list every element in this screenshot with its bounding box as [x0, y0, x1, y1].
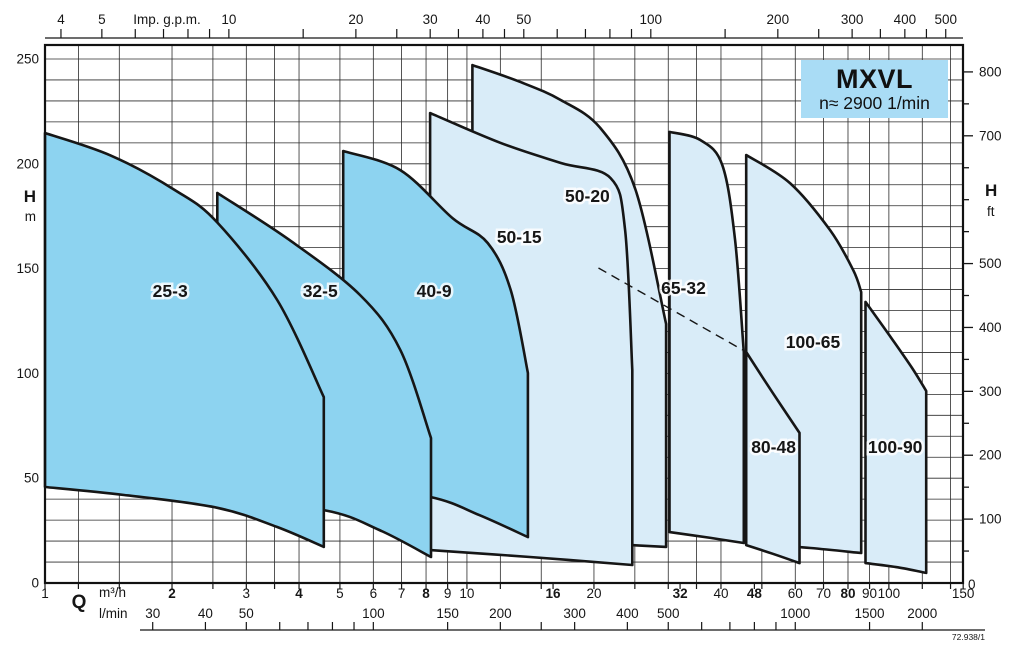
lmin-axis-tick-label: 2000 — [907, 606, 937, 621]
region-label-100-90: 100-90 — [868, 437, 923, 457]
right-axis — [963, 71, 973, 552]
top-axis-unit-label: Imp. g.p.m. — [133, 12, 201, 27]
region-label-40-9: 40-9 — [417, 281, 452, 301]
top-axis-tick-label: 400 — [894, 12, 917, 27]
region-label-80-48: 80-48 — [751, 437, 796, 457]
left-axis-h-label: H — [24, 187, 36, 206]
left-axis-tick-label: 200 — [16, 156, 39, 171]
lmin-axis-tick-label: 500 — [657, 606, 680, 621]
plot-frame — [43, 43, 965, 585]
region-25-3 — [43, 131, 326, 549]
top-axis-labels: 4 5 10 20 30 40 50 100 200 300 400 500 Imp. g.p.m. — [57, 12, 957, 27]
bottom-axis-tick-label: 100 — [878, 586, 901, 601]
top-axis-tick-label: 100 — [640, 12, 663, 27]
top-axis-tick-label: 50 — [516, 12, 531, 27]
drawing-code: 72.938/1 — [952, 632, 985, 642]
region-100-90 — [864, 300, 928, 575]
top-axis-tick-label: 500 — [934, 12, 957, 27]
left-axis-tick-label: 0 — [31, 576, 39, 591]
pump-regions — [43, 63, 928, 575]
bottom-axis-tick-label: 80 — [840, 586, 855, 601]
left-axis-tick-label: 100 — [16, 366, 39, 381]
right-axis-unit-label: ft — [987, 204, 995, 219]
right-axis-tick-label: 700 — [979, 128, 1002, 143]
region-labels: 100-90 100-65 80-48 65-32 50-20 50-15 40-9 32-5… — [150, 183, 925, 459]
bottom-axis-tick-label: 16 — [546, 586, 562, 601]
right-axis-tick-label: 100 — [979, 512, 1002, 527]
lmin-axis — [140, 622, 985, 631]
lmin-axis-tick-label: 1500 — [855, 606, 885, 621]
right-axis-tick-label: 400 — [979, 320, 1002, 335]
top-axis — [45, 29, 963, 39]
lmin-axis-labels: 30 40 50 100 150 200 300 400 500 1000 1500 2000 — [145, 606, 937, 621]
top-axis-tick-label: 5 — [98, 12, 106, 27]
bottom-axis-tick-label: 70 — [816, 586, 831, 601]
bottom-axis-tick-label: 20 — [586, 586, 601, 601]
top-axis-tick-label: 20 — [348, 12, 363, 27]
region-label-100-65: 100-65 — [786, 332, 841, 352]
lmin-axis-tick-label: 300 — [563, 606, 586, 621]
lmin-unit-label: l/min — [99, 606, 128, 621]
top-axis-tick-label: 200 — [767, 12, 790, 27]
lmin-axis-tick-label: 30 — [145, 606, 160, 621]
top-axis-tick-label: 4 — [57, 12, 65, 27]
region-label-50-15: 50-15 — [497, 227, 542, 247]
bottom-axis-tick-label: 4 — [295, 586, 303, 601]
right-axis-tick-label: 300 — [979, 384, 1002, 399]
chart-title: MXVL — [835, 64, 913, 94]
right-axis-labels: 800 700 500 400 300 200 100 Hft 0 — [968, 64, 1002, 592]
top-axis-tick-label: 30 — [423, 12, 438, 27]
bottom-axis-tick-label: 90 — [862, 586, 877, 601]
top-axis-tick-label: 300 — [841, 12, 864, 27]
region-65-32 — [668, 130, 746, 545]
left-axis-unit-label: m — [25, 209, 36, 224]
region-80-48 — [744, 350, 801, 565]
bottom-axis-tick-label: 60 — [788, 586, 803, 601]
lmin-axis-tick-label: 100 — [362, 606, 385, 621]
left-axis-tick-label: 250 — [16, 52, 39, 67]
left-axis-tick-label: 150 — [16, 261, 39, 276]
top-axis-tick-label: 10 — [221, 12, 236, 27]
lmin-axis-tick-label: 1000 — [780, 606, 810, 621]
region-label-50-20: 50-20 — [565, 186, 610, 206]
flow-axis-label: Q — [72, 592, 87, 613]
lmin-axis-tick-label: 200 — [489, 606, 512, 621]
dashed-limit-line — [598, 267, 743, 351]
lmin-axis-tick-label: 400 — [616, 606, 639, 621]
right-axis-h-label: H — [985, 181, 997, 200]
bottom-axis-tick-label: 40 — [713, 586, 728, 601]
bottom-axis-tick-label: 32 — [673, 586, 688, 601]
bottom-axis-tick-label: 48 — [747, 586, 763, 601]
left-axis-tick-label: 50 — [24, 471, 39, 486]
bottom-axis-tick-label: 6 — [370, 586, 378, 601]
bottom-axis-tick-label: 9 — [444, 586, 452, 601]
lmin-axis-tick-label: 150 — [436, 606, 459, 621]
bottom-axis-tick-label: 1 — [41, 586, 49, 601]
bottom-axis-tick-label: 5 — [336, 586, 344, 601]
right-axis-zero-label: 0 — [968, 577, 976, 592]
bottom-axis-tick-label: 150 — [952, 586, 975, 601]
bottom-axis-tick-label: 8 — [422, 586, 430, 601]
region-label-32-5: 32-5 — [303, 281, 338, 301]
bottom-axis-tick-label: 2 — [168, 586, 176, 601]
bottom-axis-tick-label: 7 — [398, 586, 406, 601]
chart-title-box: MXVL n≈ 2900 1/min — [801, 60, 948, 118]
bottom-axis-tick-label: 10 — [459, 586, 474, 601]
bottom-axis-ticks — [44, 583, 964, 589]
chart-speed-subtitle: n≈ 2900 1/min — [819, 93, 930, 113]
bottom-axis-tick-label: 3 — [243, 586, 251, 601]
m3h-unit-label: m³/h — [99, 585, 126, 600]
right-axis-tick-label: 500 — [979, 256, 1002, 271]
region-label-25-3: 25-3 — [153, 281, 188, 301]
lmin-axis-tick-label: 50 — [239, 606, 254, 621]
right-axis-tick-label: 200 — [979, 448, 1002, 463]
top-axis-tick-label: 40 — [475, 12, 490, 27]
left-axis: 250 200 150 100 50 0 Hm — [16, 52, 39, 591]
right-axis-tick-label: 800 — [979, 64, 1002, 79]
region-label-65-32: 65-32 — [661, 278, 706, 298]
lmin-axis-tick-label: 40 — [198, 606, 213, 621]
